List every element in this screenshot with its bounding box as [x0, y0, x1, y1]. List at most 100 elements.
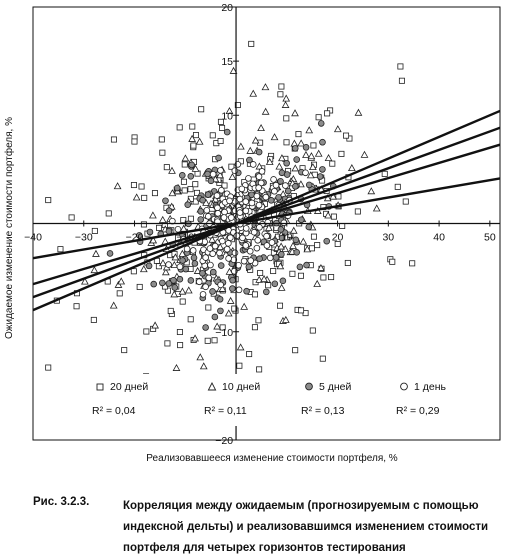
data-point: [139, 265, 148, 273]
legend-label: 5 дней: [319, 381, 352, 393]
data-point: [287, 231, 294, 238]
data-point: [317, 263, 325, 271]
data-point: [184, 201, 192, 209]
data-point: [179, 224, 188, 232]
data-point: [146, 228, 154, 236]
data-point: [151, 321, 159, 329]
data-point: [223, 245, 231, 253]
data-point: [178, 287, 187, 295]
data-point: [328, 274, 335, 281]
data-point: [257, 269, 264, 276]
legend-label: 1 день: [414, 381, 447, 393]
data-point: [298, 307, 305, 314]
legend-marker-triangle: [207, 382, 217, 391]
data-point: [180, 217, 187, 224]
data-point: [172, 363, 181, 371]
data-point: [68, 214, 75, 221]
data-point: [176, 263, 184, 271]
data-point: [314, 149, 323, 157]
data-point: [297, 139, 306, 147]
data-point: [278, 83, 285, 90]
data-point: [189, 123, 196, 130]
data-point: [165, 261, 172, 268]
data-point: [277, 242, 286, 250]
data-point: [236, 209, 244, 216]
data-point: [225, 255, 232, 262]
data-point: [178, 172, 186, 179]
data-point: [293, 249, 300, 256]
data-point: [195, 137, 204, 145]
data-point: [308, 245, 315, 252]
data-point: [202, 254, 209, 261]
data-point: [187, 277, 195, 284]
data-point: [242, 242, 250, 249]
data-point: [216, 295, 224, 303]
data-point: [220, 214, 228, 221]
legend-label: 20 дней: [110, 381, 148, 393]
data-point: [275, 194, 282, 201]
data-point: [180, 178, 187, 185]
data-point: [159, 149, 166, 156]
data-point: [211, 242, 219, 250]
data-point: [272, 254, 280, 261]
data-point: [278, 251, 285, 258]
data-point: [216, 243, 225, 251]
data-point: [162, 197, 169, 205]
legend-marker-circle: [305, 382, 313, 391]
x-tick-label: −20: [126, 232, 144, 244]
data-point: [211, 313, 219, 321]
data-point: [206, 245, 214, 252]
data-point: [170, 260, 179, 269]
data-point: [236, 195, 244, 203]
data-point: [323, 237, 331, 245]
data-point: [91, 227, 98, 234]
data-point: [165, 280, 173, 287]
y-tick-label: −10: [215, 327, 233, 339]
data-point: [187, 173, 195, 180]
data-point: [207, 177, 215, 185]
r-squared-label: R² = 0,13: [301, 405, 345, 417]
data-point: [202, 283, 209, 291]
data-point: [267, 197, 275, 204]
data-point: [110, 136, 117, 143]
data-point: [236, 142, 245, 150]
data-point: [397, 63, 404, 70]
data-point: [145, 262, 153, 270]
data-point: [197, 208, 205, 215]
data-point: [195, 278, 203, 286]
x-tick-label: 50: [484, 232, 496, 244]
data-point: [229, 66, 238, 74]
data-point: [109, 301, 118, 309]
r-squared-label: R² = 0,29: [396, 405, 440, 417]
data-point: [136, 232, 143, 239]
x-tick-label: −40: [24, 232, 42, 244]
data-point: [246, 146, 255, 154]
data-point: [292, 347, 299, 354]
data-point: [310, 142, 317, 149]
data-point: [218, 186, 225, 194]
x-tick-label: 20: [332, 232, 344, 244]
data-point: [277, 178, 284, 185]
data-point: [245, 263, 253, 271]
data-point: [263, 242, 271, 249]
data-point: [211, 337, 218, 344]
data-point: [219, 124, 226, 131]
data-point: [204, 213, 212, 220]
data-point: [196, 353, 205, 361]
data-point: [236, 343, 245, 351]
data-point: [176, 329, 183, 336]
data-point: [173, 184, 181, 192]
data-point: [219, 324, 226, 331]
data-point: [140, 221, 147, 228]
r-squared-label: R² = 0,04: [92, 405, 136, 417]
data-point: [309, 327, 316, 334]
legend-marker-circle: [400, 382, 408, 391]
data-point: [302, 169, 309, 177]
data-point: [240, 257, 248, 265]
data-point: [234, 102, 241, 109]
data-point: [136, 283, 143, 290]
data-point: [292, 183, 299, 190]
data-point: [291, 164, 300, 172]
data-point: [231, 305, 238, 312]
